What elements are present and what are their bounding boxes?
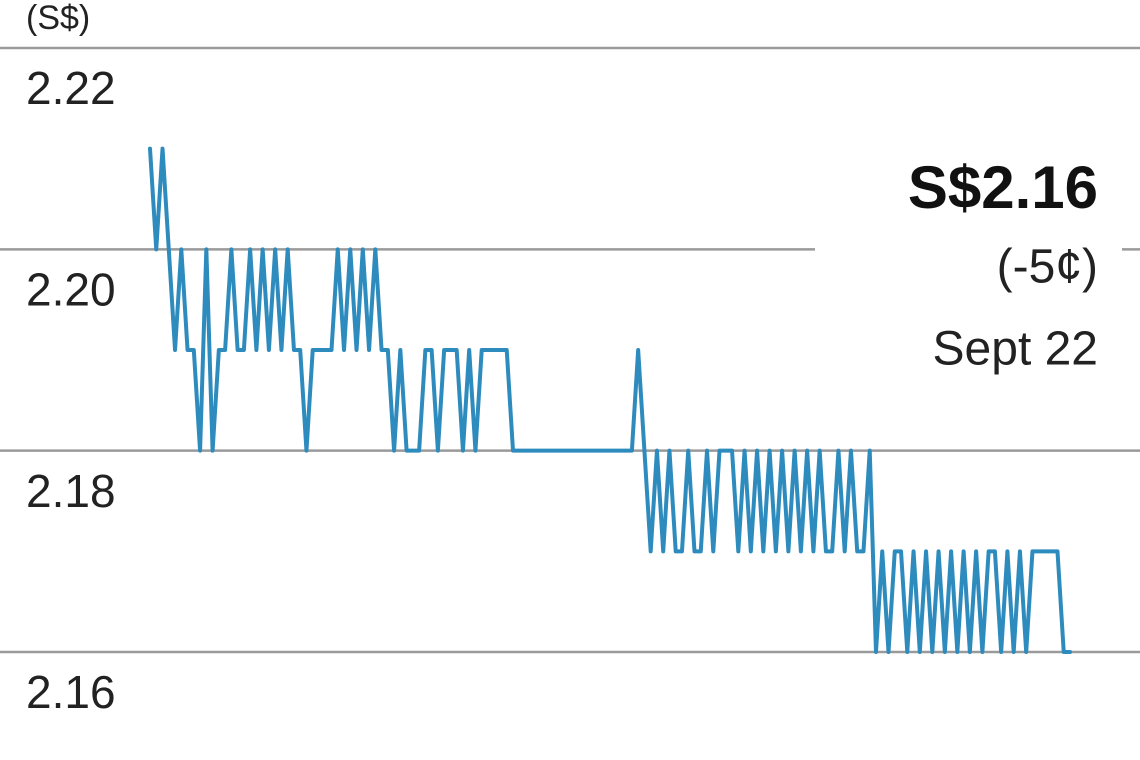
- y-tick-label: 2.20: [26, 263, 116, 315]
- date-annotation: Sept 22: [933, 323, 1098, 376]
- y-tick-label: 2.18: [26, 465, 116, 517]
- grid: 2.22 2.20 2.18 2.16: [0, 46, 1140, 718]
- price-line: [148, 146, 1072, 654]
- annotation-background: [815, 140, 1122, 390]
- unit-label: (S$): [26, 0, 90, 37]
- y-tick-label: 2.22: [26, 62, 116, 114]
- price-annotation: S$2.16: [908, 154, 1098, 221]
- y-tick-label: 2.16: [26, 666, 116, 718]
- change-annotation: (-5¢): [997, 241, 1098, 294]
